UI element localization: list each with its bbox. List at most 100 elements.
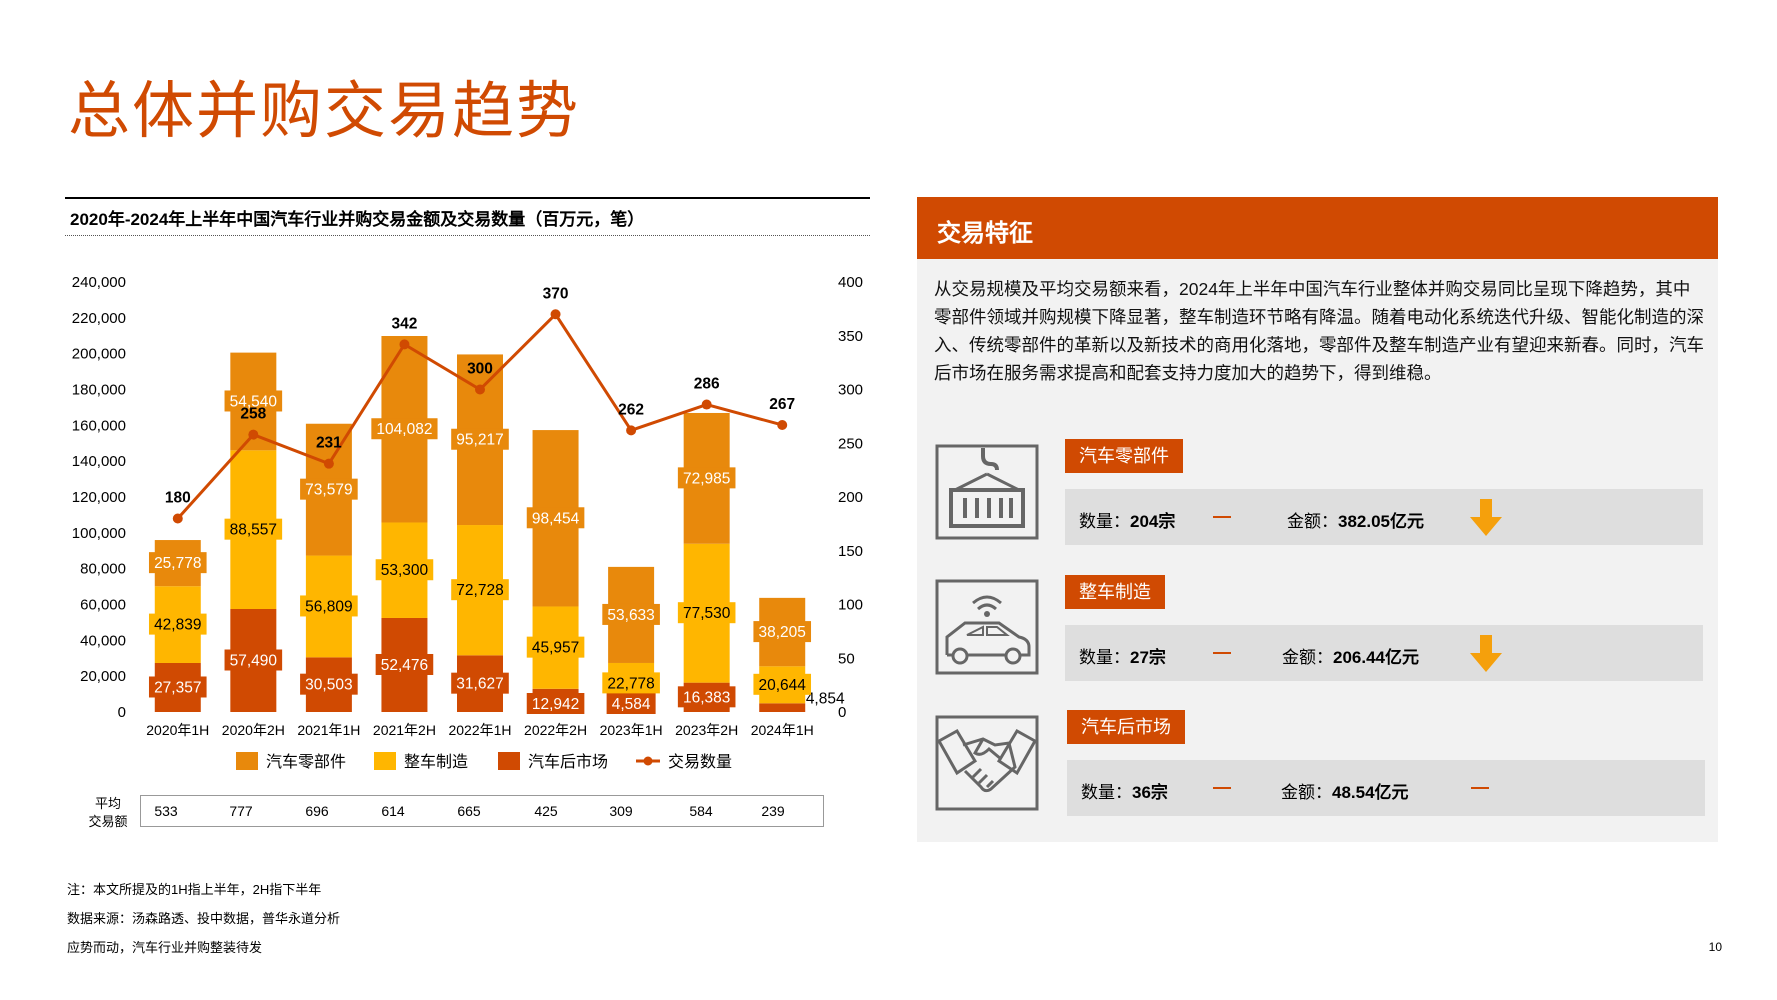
category-row-vehicle: 数量：27宗 金额：206.44亿元 [1065,625,1703,681]
data-label-aftermarket: 31,627 [456,676,503,693]
data-label-vehicle-bg [224,518,283,540]
category-tag-vehicle: 整车制造 [1065,575,1165,609]
avg-label: 平均 交易额 [88,796,128,829]
x-tick-label: 2020年1H [146,722,209,738]
data-label-aftermarket: 4,584 [612,696,651,713]
data-label-vehicle: 88,557 [230,522,277,539]
data-label-vehicle-bg [602,672,660,694]
y-right-tick-label: 300 [838,382,863,399]
data-label-vehicle-bg [300,595,358,617]
data-label-aftermarket: 16,383 [683,689,730,706]
deal-count-label: 180 [165,490,191,507]
data-label-aftermarket: 52,476 [381,657,428,674]
x-tick-label: 2023年1H [600,722,663,738]
footnote: 注：本文所提及的1H指上半年，2H指下半年 [67,882,322,897]
data-label-aftermarket-bg [224,649,283,671]
deal-count-point [550,309,561,320]
y-left-tick-label: 180,000 [72,382,126,399]
deal-count-point [475,384,485,395]
panel-title: 交易特征 [937,220,1033,247]
y-left-tick-label: 160,000 [72,417,126,434]
data-label-vehicle: 20,644 [759,677,807,694]
data-label-vehicle-bg [375,559,434,581]
data-label-vehicle-bg [753,673,812,695]
legend-label: 整车制造 [404,753,468,771]
deal-count-point [248,429,259,440]
y-left-tick-label: 240,000 [72,274,126,291]
data-label-vehicle: 42,839 [154,617,201,634]
y-left-tick-label: 140,000 [72,453,126,470]
data-label-parts: 53,633 [607,607,654,624]
category-tag-parts: 汽车零部件 [1065,439,1183,473]
data-label-parts: 54,540 [230,393,278,410]
data-label-vehicle-bg [451,579,509,601]
data-label-aftermarket-bg [606,693,656,714]
avg-value: 777 [229,803,253,819]
data-label-parts-bg [371,418,438,440]
data-label-parts-bg [148,552,207,574]
data-label-vehicle-bg [677,602,736,624]
page-title: 总体并购交易趋势 [68,74,581,147]
deal-count-label: 286 [694,376,720,393]
y-left-tick-label: 80,000 [80,561,126,578]
data-label-vehicle: 56,809 [305,598,352,615]
y-right-tick-label: 50 [838,650,855,667]
data-label-parts: 73,579 [305,482,352,499]
data-label-vehicle: 45,957 [532,640,579,657]
data-label-parts: 72,985 [683,470,730,487]
deal-count-label: 342 [392,315,418,332]
data-label-parts: 25,778 [154,555,201,572]
down-arrow-icon [1470,635,1502,672]
y-right-tick-label: 350 [838,328,863,345]
data-label-parts-bg [526,507,585,529]
avg-value: 614 [381,803,405,819]
x-tick-label: 2021年2H [373,722,436,738]
data-label-aftermarket-bg [677,686,736,708]
avg-value: 533 [154,803,178,819]
handshake-icon [935,715,1039,811]
deal-count-point [701,399,712,410]
category-row-aftermarket: 数量：36宗 金额：48.54亿元 [1067,760,1705,816]
y-left-tick-label: 100,000 [72,525,126,542]
data-label-parts-bg [602,603,660,625]
data-label-vehicle-bg [526,636,585,658]
data-label-aftermarket: 30,503 [305,677,352,694]
legend-label: 汽车零部件 [266,753,346,771]
deal-count-point [399,339,410,350]
deal-count-label: 231 [316,435,342,452]
page-number: 10 [1708,940,1722,954]
data-label-aftermarket-bg [526,693,585,714]
data-label-aftermarket-bg [451,672,509,694]
y-right-tick-label: 0 [838,704,846,721]
y-left-tick-label: 200,000 [72,346,126,363]
data-label-parts: 104,082 [376,421,432,438]
legend-line-marker [643,756,653,766]
data-label-aftermarket: 12,942 [532,696,579,713]
category-tag-aftermarket: 汽车后市场 [1067,710,1185,744]
data-label-parts: 38,205 [759,624,806,641]
avg-value: 309 [609,803,633,819]
y-left-tick-label: 220,000 [72,310,126,327]
y-left-tick-label: 0 [118,704,126,721]
container-crane-icon [935,444,1039,540]
y-right-tick-label: 250 [838,435,863,452]
dash-icon [1471,787,1489,789]
data-label-parts: 95,217 [456,432,503,449]
data-label-parts-bg [224,390,283,412]
deal-count-point [626,425,637,436]
data-label-parts-bg [451,428,509,450]
avg-value: 239 [761,803,785,819]
y-right-tick-label: 100 [838,597,863,614]
data-label-vehicle-bg [148,613,207,635]
data-label-vehicle: 72,728 [456,582,503,599]
legend-label: 汽车后市场 [528,753,608,771]
y-left-tick-label: 120,000 [72,489,126,506]
y-left-tick-label: 20,000 [80,668,126,685]
x-tick-label: 2024年1H [751,722,814,738]
features-panel: 交易特征 从交易规模及平均交易额来看，2024年上半年中国汽车行业整体并购交易同… [917,197,1718,842]
x-tick-label: 2020年2H [222,722,285,738]
bar-aftermarket [759,703,806,712]
y-left-tick-label: 40,000 [80,632,126,649]
deal-count-point [777,419,788,430]
data-label-aftermarket: 57,490 [230,652,278,669]
